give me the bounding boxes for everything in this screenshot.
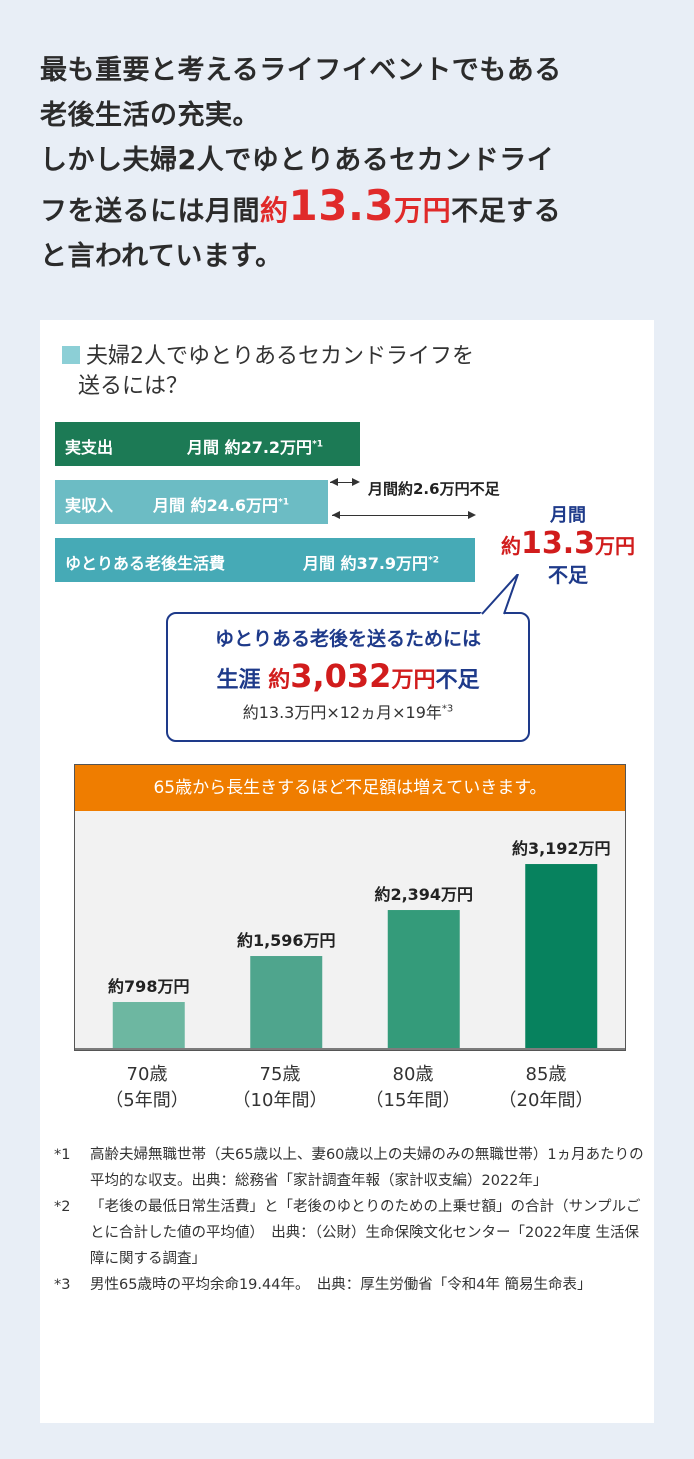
footnote-mark: *1 — [54, 1147, 71, 1163]
gap-arrow — [330, 482, 354, 483]
headline-line3: しかし夫婦2人でゆとりあるセカンドライ — [40, 145, 555, 176]
bubble-unit: 万円 — [391, 668, 436, 693]
x-label: 70歳 （5年間） — [82, 1062, 212, 1114]
headline-line2: 老後生活の充実。 — [40, 100, 260, 131]
footnote-text: 高齢夫婦無職世帯（夫65歳以上、妻60歳以上の夫婦のみの無職世帯）1ヵ月あたりの… — [90, 1147, 644, 1189]
bar-0 — [112, 1002, 185, 1048]
expense-note: *1 — [312, 439, 324, 450]
headline-line4-pre: フを送るには月間 — [40, 196, 260, 227]
bubble-formula-text: 約13.3万円×12ヵ月×19年 — [242, 703, 442, 722]
gap-note: 月間約2.6万円不足 — [368, 480, 500, 498]
headline: 最も重要と考えるライフイベントでもある 老後生活の充実。 しかし夫婦2人でゆとり… — [40, 48, 660, 279]
bar-chart-svg: 約798万円 約1,596万円 約2,394万円 約3,192万円 — [75, 839, 625, 1050]
data-label: 約1,596万円 — [237, 931, 336, 950]
lifetime-bubble: ゆとりある老後を送るためには 生涯 約3,032万円不足 約13.3万円×12ヵ… — [166, 612, 530, 742]
expense-bar: 実支出 月間 約27.2万円*1 — [55, 422, 360, 466]
bubble-tail — [480, 574, 519, 615]
living-cost-value-text: 月間 約37.9万円 — [303, 554, 429, 573]
living-cost-value: 月間 約37.9万円*2 — [303, 550, 439, 574]
bubble-prefix: 生涯 — [216, 668, 261, 693]
footnote: *2 「老後の最低日常生活費」と「老後のゆとりのための上乗せ額」の合計（サンプルご… — [54, 1194, 644, 1272]
section-title-line1: 夫婦2人でゆとりあるセカンドライフを — [86, 344, 474, 369]
headline-unit: 万円 — [394, 194, 452, 227]
income-note: *1 — [278, 497, 290, 508]
headline-approx: 約 — [260, 194, 289, 227]
shortfall-amount: 13.3 — [520, 526, 596, 561]
data-label: 約798万円 — [108, 977, 189, 996]
data-label: 約3,192万円 — [512, 839, 611, 858]
headline-line5: と言われています。 — [40, 241, 283, 272]
footnotes: *1 高齢夫婦無職世帯（夫65歳以上、妻60歳以上の夫婦のみの無職世帯）1ヵ月あた… — [54, 1142, 644, 1298]
footnote-mark: *3 — [54, 1277, 71, 1293]
income-bar: 実収入 月間 約24.6万円*1 — [55, 480, 328, 524]
income-label: 実収入 — [65, 496, 114, 515]
x-label: 75歳 （10年間） — [215, 1062, 345, 1114]
footnote-mark: *2 — [54, 1199, 71, 1215]
x-label-years: （15年間） — [365, 1090, 461, 1111]
section-title-line2: 送るには？ — [78, 374, 189, 399]
income-value: 月間 約24.6万円*1 — [153, 492, 289, 516]
headline-line4-post: 不足する — [451, 196, 562, 227]
x-label-years: （10年間） — [232, 1090, 328, 1111]
living-cost-label: ゆとりある老後生活費 — [65, 554, 226, 573]
arrow-heads — [330, 478, 476, 519]
shortfall-line2: 約13.3万円 — [488, 528, 648, 562]
expense-value-text: 月間 約27.2万円 — [187, 438, 313, 457]
shortfall-arrow — [332, 515, 474, 516]
info-card: 夫婦2人でゆとりあるセカンドライフを 送るには？ 実支出 月間 約27.2万円*… — [40, 320, 654, 1423]
x-label-age: 85歳 — [525, 1064, 567, 1085]
bubble-line2: 生涯 約3,032万円不足 — [168, 657, 528, 695]
bubble-suffix: 不足 — [435, 668, 480, 693]
headline-line4: フを送るには月間約13.3万円不足する — [40, 183, 660, 234]
bar-1 — [250, 956, 323, 1048]
shortfall-line1: 月間 — [550, 505, 586, 526]
x-label-age: 70歳 — [126, 1064, 168, 1085]
footnote: *3 男性65歳時の平均余命19.44年。 出典：厚生労働省「令和4年 簡易生命表… — [54, 1272, 644, 1298]
headline-line1: 最も重要と考えるライフイベントでもある — [40, 55, 562, 86]
x-axis-labels: 70歳 （5年間） 75歳 （10年間） 80歳 （15年間） 85歳 （20年間） — [74, 1062, 624, 1122]
shortfall-unit: 万円 — [595, 534, 636, 558]
x-label-years: （20年間） — [498, 1090, 594, 1111]
x-label-age: 75歳 — [259, 1064, 301, 1085]
bar-2 — [387, 910, 460, 1048]
living-cost-note: *2 — [428, 555, 440, 566]
section-title: 夫婦2人でゆとりあるセカンドライフを 送るには？ — [62, 342, 582, 402]
footnote: *1 高齢夫婦無職世帯（夫65歳以上、妻60歳以上の夫婦のみの無職世帯）1ヵ月あた… — [54, 1142, 644, 1194]
bubble-formula: 約13.3万円×12ヵ月×19年*3 — [168, 699, 528, 723]
bubble-approx: 約 — [268, 668, 291, 693]
shortfall-approx: 約 — [500, 534, 521, 558]
living-cost-bar: ゆとりある老後生活費 月間 約37.9万円*2 — [55, 538, 475, 582]
bar-3 — [525, 864, 598, 1048]
shortfall-chart: 65歳から長生きするほど不足額は増えていきます。 約798万円 約1,596万円約… — [74, 764, 626, 1051]
chart-header: 65歳から長生きするほど不足額は増えていきます。 — [75, 765, 625, 811]
expense-value: 月間 約27.2万円*1 — [187, 434, 323, 458]
monthly-shortfall: 月間 約13.3万円 不足 — [488, 504, 648, 588]
shortfall-line3: 不足 — [548, 563, 588, 587]
income-value-text: 月間 約24.6万円 — [153, 496, 279, 515]
data-label: 約2,394万円 — [374, 885, 473, 904]
x-label-age: 80歳 — [392, 1064, 434, 1085]
expense-label: 実支出 — [65, 438, 114, 457]
footnote-text: 「老後の最低日常生活費」と「老後のゆとりのための上乗せ額」の合計（サンプルごとに… — [90, 1199, 641, 1267]
bubble-formula-note: *3 — [441, 703, 454, 715]
x-label: 85歳 （20年間） — [481, 1062, 611, 1114]
headline-amount: 13.3 — [288, 181, 395, 230]
bubble-line1: ゆとりある老後を送るためには — [214, 628, 481, 650]
bubble-amount: 3,032 — [290, 657, 392, 695]
footnote-text: 男性65歳時の平均余命19.44年。 出典：厚生労働省「令和4年 簡易生命表」 — [90, 1277, 592, 1293]
x-label-years: （5年間） — [105, 1090, 189, 1111]
x-label: 80歳 （15年間） — [348, 1062, 478, 1114]
square-icon — [62, 346, 80, 364]
